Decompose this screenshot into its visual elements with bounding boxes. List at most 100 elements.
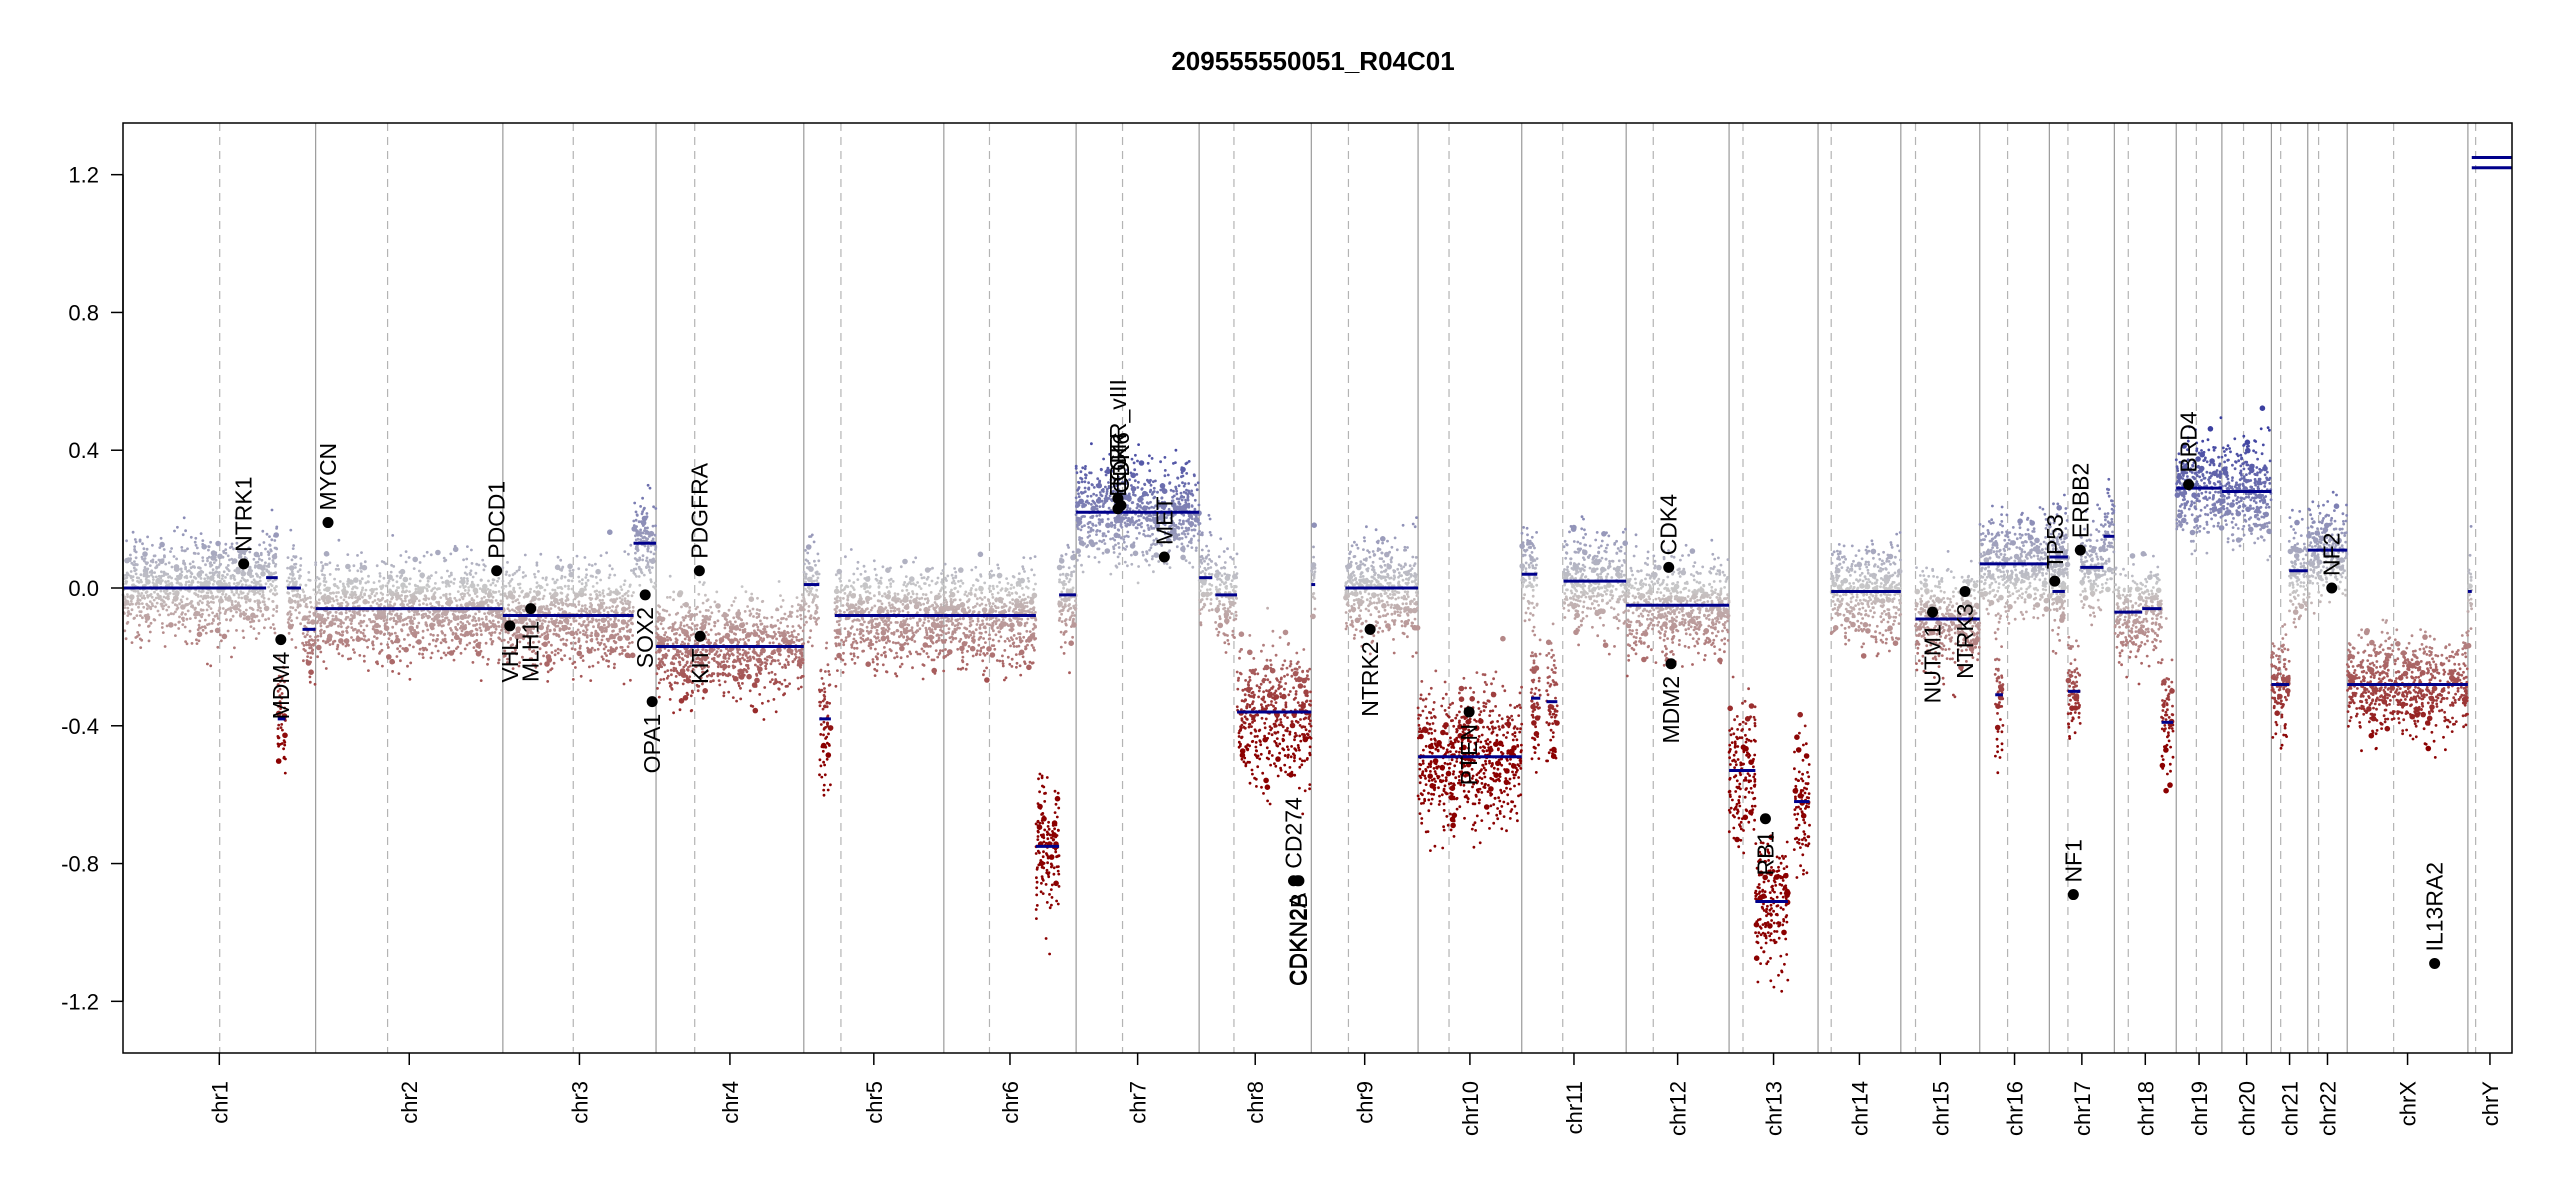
probe-point xyxy=(645,566,648,569)
probe-point xyxy=(211,576,215,579)
probe-point xyxy=(910,626,914,630)
probe-point xyxy=(517,601,521,605)
probe-point xyxy=(299,564,303,567)
probe-point xyxy=(735,624,739,628)
probe-point xyxy=(431,627,435,630)
probe-point xyxy=(184,583,188,586)
probe-point xyxy=(594,609,598,613)
probe-point xyxy=(230,545,234,549)
probe-point xyxy=(800,637,804,641)
probe-point xyxy=(664,656,668,660)
probe-point xyxy=(652,552,656,556)
probe-point xyxy=(156,609,160,613)
probe-point xyxy=(323,551,330,557)
probe-point xyxy=(494,615,498,618)
probe-point xyxy=(253,565,257,569)
probe-point xyxy=(632,591,635,594)
probe-point xyxy=(216,645,220,649)
probe-point xyxy=(389,617,393,620)
probe-point xyxy=(340,612,343,616)
probe-point xyxy=(167,561,171,565)
probe-point xyxy=(569,623,573,626)
probe-point xyxy=(920,647,924,651)
probe-point xyxy=(403,646,409,653)
probe-point xyxy=(744,590,748,594)
probe-point xyxy=(764,667,768,670)
probe-point xyxy=(140,638,144,642)
probe-point xyxy=(796,609,799,613)
probe-point xyxy=(197,639,201,643)
probe-point xyxy=(203,618,207,622)
probe-point xyxy=(503,619,507,623)
probe-point xyxy=(164,562,168,566)
probe-point xyxy=(213,614,217,618)
probe-point xyxy=(645,512,649,515)
probe-point xyxy=(662,617,666,621)
probe-point xyxy=(264,561,267,565)
probe-point xyxy=(123,595,127,599)
probe-point xyxy=(622,583,626,586)
probe-point xyxy=(563,584,567,588)
probe-point xyxy=(494,584,497,587)
probe-point xyxy=(553,588,557,592)
probe-point xyxy=(581,659,585,662)
probe-point xyxy=(164,581,168,584)
probe-point xyxy=(214,627,221,634)
probe-point xyxy=(585,568,588,571)
probe-point xyxy=(139,578,143,582)
probe-point xyxy=(267,570,271,573)
probe-point xyxy=(822,788,826,792)
probe-point xyxy=(165,624,169,628)
probe-point xyxy=(163,554,166,558)
probe-point xyxy=(628,628,632,632)
probe-point xyxy=(826,722,829,726)
probe-point xyxy=(691,622,694,625)
probe-point xyxy=(685,604,689,608)
probe-point xyxy=(425,550,429,554)
probe-point xyxy=(268,589,272,593)
probe-point xyxy=(620,598,624,602)
probe-point xyxy=(491,613,494,617)
probe-point xyxy=(840,584,843,587)
probe-point xyxy=(286,566,289,570)
probe-point xyxy=(825,641,829,645)
probe-point xyxy=(565,632,568,635)
probe-point xyxy=(411,619,414,623)
probe-point xyxy=(134,540,138,544)
probe-point xyxy=(347,577,350,581)
probe-point xyxy=(221,607,225,610)
probe-point xyxy=(625,622,629,625)
probe-point xyxy=(589,679,593,682)
probe-point xyxy=(240,572,244,576)
probe-point xyxy=(339,596,343,599)
probe-point xyxy=(364,588,368,592)
probe-point xyxy=(682,624,686,628)
probe-point xyxy=(311,652,314,655)
probe-point xyxy=(204,573,208,577)
probe-point xyxy=(188,617,192,620)
probe-point xyxy=(906,603,909,607)
probe-point xyxy=(867,621,871,625)
probe-point xyxy=(515,569,519,573)
probe-point xyxy=(466,591,470,595)
probe-point xyxy=(631,526,637,532)
probe-point xyxy=(456,590,460,593)
probe-point xyxy=(444,653,448,657)
probe-point xyxy=(431,623,435,627)
probe-point xyxy=(777,580,781,583)
probe-point xyxy=(487,611,490,615)
probe-point xyxy=(388,592,392,595)
probe-point xyxy=(696,605,699,609)
probe-point xyxy=(822,760,825,764)
probe-point xyxy=(737,669,741,673)
probe-point xyxy=(408,643,412,647)
probe-point xyxy=(551,577,555,581)
probe-point xyxy=(475,639,479,642)
probe-point xyxy=(286,556,290,559)
probe-point xyxy=(413,617,416,620)
probe-point xyxy=(403,597,407,600)
probe-point xyxy=(706,598,710,602)
probe-point xyxy=(671,642,675,646)
probe-point xyxy=(185,580,188,584)
probe-point xyxy=(873,567,877,571)
